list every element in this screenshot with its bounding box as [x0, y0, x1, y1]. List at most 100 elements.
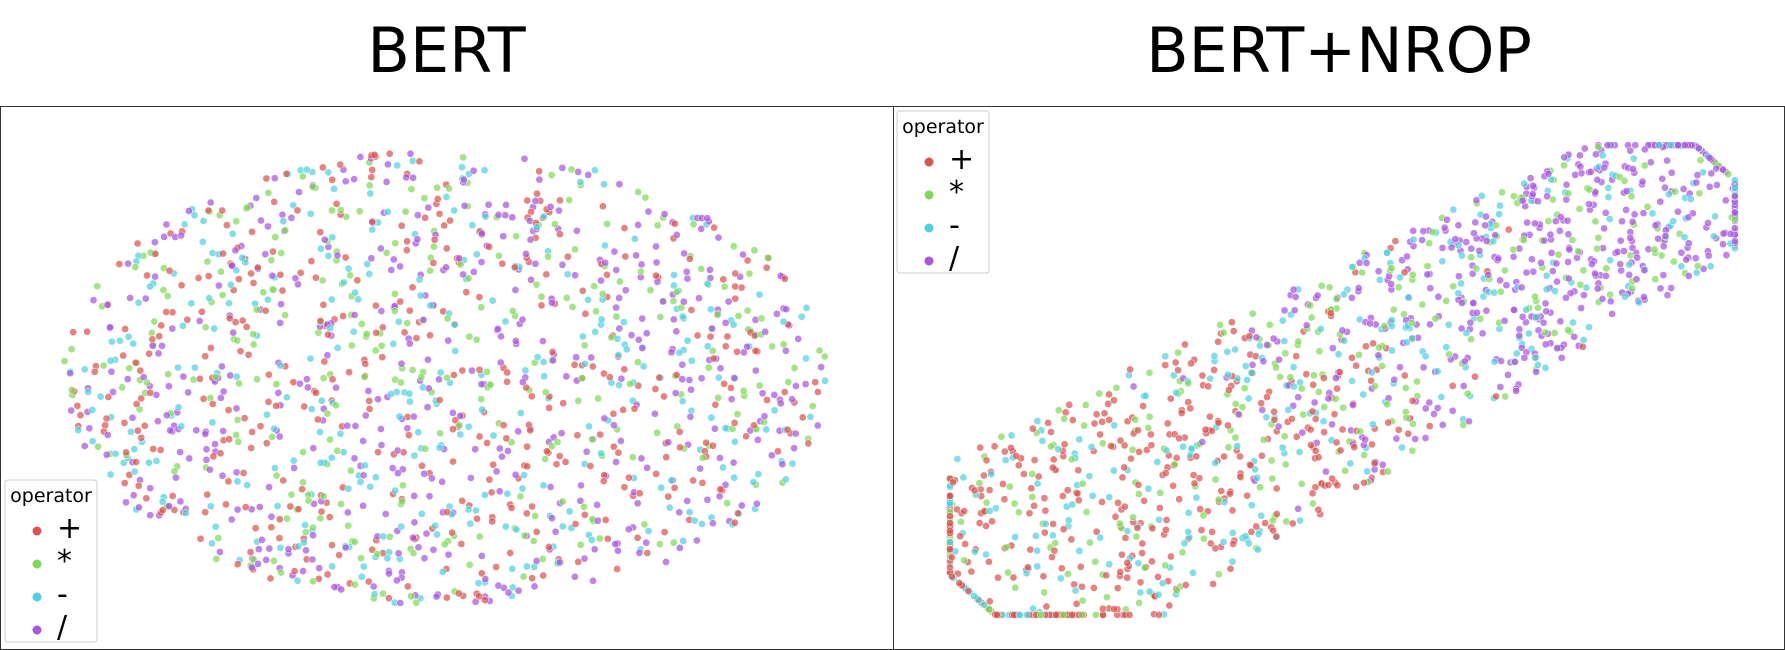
- scatter-point: [1454, 221, 1463, 230]
- scatter-point: [228, 229, 237, 238]
- scatter-point: [372, 328, 380, 337]
- scatter-point: [596, 430, 604, 439]
- scatter-point: [630, 404, 639, 413]
- scatter-point: [450, 371, 458, 379]
- scatter-point: [578, 332, 587, 341]
- scatter-point: [397, 522, 406, 531]
- scatter-point: [1262, 413, 1271, 422]
- scatter-point: [1571, 171, 1580, 179]
- scatter-point: [1245, 539, 1253, 548]
- scatter-point: [1039, 572, 1048, 581]
- scatter-point: [478, 229, 486, 238]
- scatter-point: [797, 312, 806, 321]
- scatter-point: [506, 549, 515, 557]
- scatter-point: [754, 470, 763, 478]
- scatter-point: [1024, 563, 1032, 572]
- scatter-point: [211, 522, 220, 531]
- scatter-point: [501, 317, 510, 326]
- scatter-point: [435, 443, 444, 452]
- scatter-point: [1643, 203, 1652, 211]
- scatter-point: [587, 353, 596, 362]
- scatter-point: [1363, 467, 1372, 476]
- scatter-point: [389, 255, 398, 264]
- scatter-point: [1272, 363, 1280, 372]
- scatter-point: [293, 576, 302, 585]
- scatter-point: [708, 324, 716, 333]
- scatter-point: [585, 422, 593, 431]
- scatter-point: [546, 202, 555, 211]
- scatter-point: [1346, 459, 1355, 468]
- scatter-point: [1569, 318, 1577, 327]
- scatter-point: [226, 280, 235, 289]
- scatter-point: [414, 428, 423, 437]
- scatter-point: [802, 304, 811, 312]
- scatter-point: [1086, 538, 1094, 547]
- scatter-point: [385, 149, 394, 158]
- scatter-point: [458, 497, 467, 505]
- scatter-point: [387, 266, 396, 274]
- scatter-point: [477, 258, 486, 266]
- scatter-point: [653, 221, 662, 230]
- scatter-point: [350, 454, 359, 463]
- scatter-point: [1646, 158, 1655, 167]
- scatter-point: [664, 438, 673, 447]
- scatter-point: [1670, 257, 1678, 266]
- scatter-point: [1063, 486, 1072, 495]
- scatter-point: [988, 517, 996, 526]
- scatter-point: [1684, 272, 1693, 280]
- scatter-point: [1199, 511, 1208, 520]
- scatter-point: [669, 315, 678, 324]
- scatter-point: [294, 542, 303, 551]
- scatter-point: [1705, 182, 1714, 191]
- scatter-point: [496, 358, 505, 367]
- scatter-point: [1459, 421, 1468, 429]
- scatter-point: [1336, 446, 1345, 455]
- scatter-point: [218, 291, 227, 299]
- scatter-point: [1484, 271, 1493, 279]
- scatter-point: [1256, 483, 1264, 492]
- scatter-point: [413, 235, 422, 244]
- scatter-point: [1361, 435, 1370, 444]
- scatter-point: [283, 514, 291, 523]
- scatter-point: [1628, 217, 1637, 226]
- scatter-point: [780, 274, 789, 283]
- scatter-point: [706, 265, 714, 274]
- scatter-point: [1711, 212, 1719, 221]
- scatter-point: [1270, 415, 1279, 424]
- scatter-point: [1075, 435, 1084, 444]
- scatter-point: [1196, 505, 1205, 514]
- scatter-point: [299, 567, 307, 575]
- scatter-point: [233, 560, 242, 569]
- scatter-point: [379, 532, 388, 541]
- scatter-point: [182, 509, 190, 517]
- scatter-point: [641, 193, 650, 202]
- scatter-point: [982, 522, 990, 530]
- scatter-point: [206, 465, 214, 474]
- scatter-point: [415, 275, 424, 284]
- scatter-point: [716, 364, 725, 373]
- scatter-point: [1409, 227, 1418, 235]
- scatter-point: [980, 600, 988, 609]
- scatter-point: [1425, 239, 1434, 248]
- scatter-point: [165, 502, 173, 510]
- scatter-point: [1148, 557, 1156, 566]
- scatter-point: [316, 514, 325, 523]
- scatter-point: [1125, 611, 1134, 619]
- scatter-point: [319, 163, 327, 172]
- scatter-point: [1292, 352, 1301, 361]
- scatter-point: [1175, 495, 1184, 504]
- scatter-point: [801, 380, 810, 388]
- scatter-point: [1362, 259, 1371, 267]
- scatter-point: [132, 400, 141, 408]
- scatter-point: [236, 347, 245, 356]
- scatter-point: [620, 224, 629, 232]
- scatter-point: [1317, 281, 1326, 290]
- scatter-point: [456, 412, 464, 420]
- scatter-point: [330, 583, 339, 591]
- scatter-point: [201, 323, 210, 332]
- scatter-point: [1458, 251, 1466, 260]
- scatter-point: [1523, 218, 1531, 227]
- scatter-point: [202, 445, 211, 454]
- scatter-point: [145, 458, 153, 467]
- scatter-point: [1030, 501, 1038, 510]
